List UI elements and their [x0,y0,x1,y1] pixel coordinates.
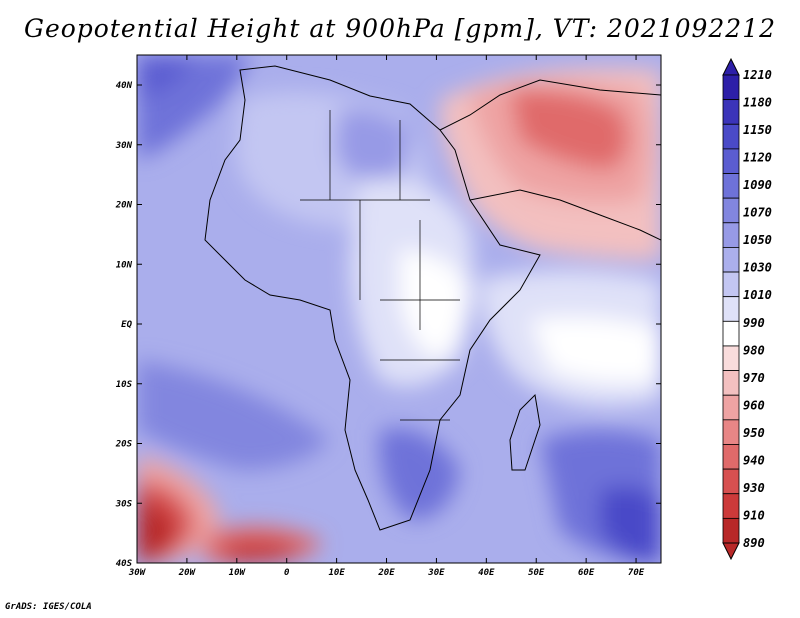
colorbar-swatch [722,173,740,199]
colorbar-swatch [722,99,740,125]
colorbar-swatch [722,345,740,371]
field-sw-low-core [137,500,175,563]
field-persia-core [510,89,628,170]
field-nw-core [137,55,195,98]
colorbar-label: 980 [743,343,765,357]
field-indian-high [530,316,661,384]
colorbar-label: 990 [743,316,765,330]
map-frame [136,54,662,564]
x-tick-label: 20E [377,568,395,578]
colorbar-swatch [722,247,740,273]
x-tick-label: 30E [427,568,445,578]
colorbar-swatch [722,394,740,421]
colorbar-label: 930 [743,481,765,495]
x-axis: 30W 20W 10W 0 10E 20E 30E 40E 50E 60E 70E [128,55,645,578]
colorbar-label: 1210 [743,68,772,82]
x-tick-label: 10W [229,568,247,578]
colorbar-swatch [722,123,740,150]
colorbar-top-arrow [722,57,740,76]
x-tick-label: 60E [578,568,595,578]
colorbar-swatch [722,271,740,298]
colorbar-swatch [722,74,740,101]
x-tick-label: 50E [528,568,545,578]
colorbar-label: 1090 [743,178,772,192]
colorbar-label: 1070 [743,206,772,220]
colorbar-swatch [722,320,740,347]
colorbar-label: 1120 [743,151,772,165]
y-tick-label: 30N [115,141,133,151]
colorbar-label: 1150 [743,123,772,137]
colorbar-swatch [722,148,740,174]
x-tick-label: 70E [628,568,645,578]
colorbar-bottom-arrow [722,542,740,561]
colorbar-swatch [722,419,740,445]
field-libya [335,109,410,190]
credit-label: GrADS: IGES/COLA [5,602,92,612]
field-southern-africa [379,428,460,520]
y-tick-label: 30S [115,499,133,509]
arabia-coast [469,189,661,241]
madagascar [509,393,541,471]
x-tick-label: 10E [328,568,345,578]
y-tick-label: 10N [116,260,133,270]
colorbar-label: 910 [743,508,765,522]
y-axis: 40N 30N 20N 10N EQ 10S 20S 30S 40S [115,81,661,569]
y-tick-label: EQ [121,320,132,330]
colorbar-label: 970 [743,371,765,385]
colorbar-swatch [722,493,740,519]
y-tick-label: 20S [115,440,133,450]
field-south-atl [137,360,330,470]
field-se-core [600,486,661,563]
colorbar-swatch [722,222,740,248]
colorbar-label: 960 [743,398,765,412]
colorbar-label: 890 [743,536,765,550]
colorbar-swatch [722,370,740,396]
y-tick-label: 20N [115,201,133,211]
x-tick-label: 30W [128,568,147,578]
x-tick-label: 40E [478,568,495,578]
field-east [400,250,470,360]
colorbar: 1210 1180 1150 1120 1090 1070 1050 1030 1010 990 9… [722,57,772,561]
country-borders [300,110,460,421]
chart-title: Geopotential Height at 900hPa [gpm], VT:… [23,14,777,43]
colorbar-label: 940 [743,453,765,467]
height-field [137,55,661,563]
colorbar-swatch [722,468,740,495]
x-tick-label: 0 [284,568,290,578]
colorbar-label: 1180 [743,96,772,110]
x-tick-label: 20W [178,568,197,578]
colorbar-swatch [722,517,740,544]
colorbar-label: 1050 [743,233,772,247]
y-tick-label: 40N [116,81,133,91]
africa-coast [204,65,541,531]
y-tick-label: 10S [116,380,133,390]
colorbar-label: 1030 [743,261,772,275]
colorbar-swatch [722,444,740,470]
colorbar-label: 950 [743,426,765,440]
colorbar-swatch [722,296,740,322]
eurasia-coast [439,79,661,131]
colorbar-label: 1010 [743,288,772,302]
y-tick-label: 40S [116,559,133,569]
coastlines [204,65,661,531]
field-s-low-core [225,541,301,563]
colorbar-swatch [722,197,740,224]
